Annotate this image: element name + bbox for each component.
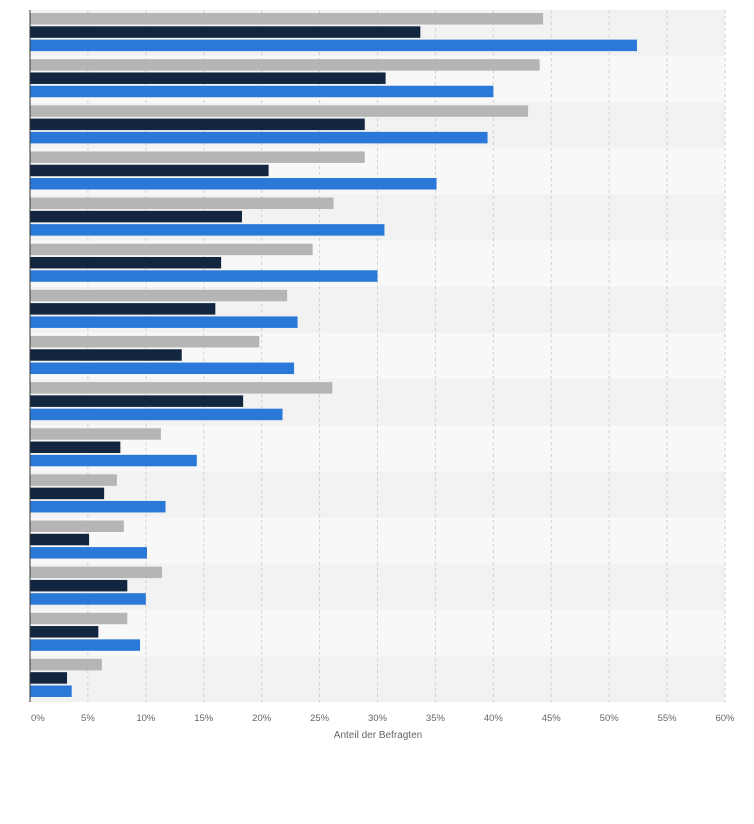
x-tick-label: 40% (484, 713, 504, 724)
bar (30, 316, 298, 328)
bar (30, 566, 163, 579)
bar (30, 639, 141, 651)
bar (30, 59, 540, 71)
x-tick-label: 50% (600, 713, 620, 724)
bar (30, 72, 386, 84)
x-tick-labels: 0% 5% 10% 15% 20% 25% 30% 35% 40% 45% 50% 55% 60% (31, 713, 735, 724)
bar (30, 256, 222, 269)
bar (30, 672, 68, 684)
bar (30, 533, 90, 546)
bar (30, 658, 102, 671)
bar (30, 39, 637, 52)
bar (30, 382, 333, 394)
bar (30, 441, 121, 454)
bar (30, 395, 244, 407)
bar (30, 474, 117, 486)
bar (30, 105, 529, 117)
bar (30, 197, 334, 210)
bar (30, 164, 269, 177)
x-tick-label: 55% (658, 713, 678, 724)
x-tick-label: 60% (715, 713, 735, 724)
x-tick-label: 45% (542, 713, 562, 724)
bar (30, 118, 365, 131)
bar (30, 303, 216, 315)
bar (30, 13, 544, 25)
bar (30, 454, 197, 467)
bar (30, 210, 242, 223)
bar (30, 151, 365, 163)
x-tick-label: 15% (194, 713, 214, 724)
bar (30, 487, 105, 500)
bar (30, 500, 166, 513)
x-axis-label: Anteil der Befragten (334, 730, 422, 741)
bar (30, 349, 182, 361)
bar (30, 289, 288, 302)
bars (30, 13, 637, 697)
x-tick-label: 30% (368, 713, 388, 724)
bar (30, 579, 128, 592)
bar (30, 520, 124, 532)
bar (30, 612, 128, 625)
bar (30, 178, 437, 190)
x-tick-label: 25% (310, 713, 330, 724)
x-tick-label: 0% (31, 713, 45, 724)
bar (30, 593, 146, 605)
bar (30, 626, 99, 638)
bar (30, 243, 313, 256)
bar (30, 131, 488, 144)
bar (30, 362, 295, 375)
bar (30, 26, 421, 38)
bar (30, 547, 147, 559)
bar (30, 224, 385, 236)
x-tick-label: 35% (426, 713, 446, 724)
bar (30, 335, 260, 348)
bar (30, 270, 378, 282)
bar (30, 408, 283, 421)
x-tick-label: 10% (136, 713, 156, 724)
x-tick-label: 5% (81, 713, 95, 724)
bar (30, 685, 72, 697)
x-tick-label: 20% (252, 713, 272, 724)
bar (30, 85, 494, 98)
bar (30, 428, 161, 440)
